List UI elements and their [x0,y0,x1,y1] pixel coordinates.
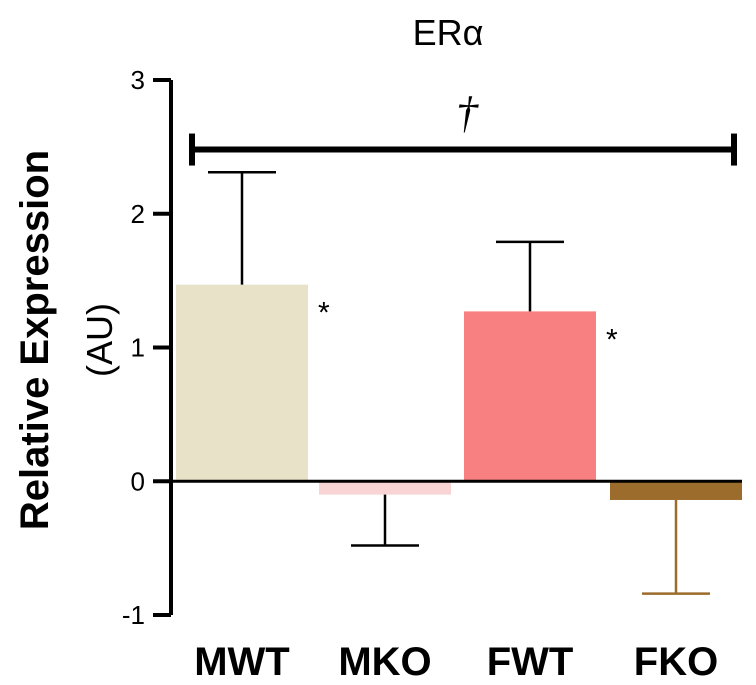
y-axis-label-line1: Relative Expression [13,150,57,530]
bar-mwt [176,284,308,482]
y-axis-label-line2: (AU) [79,303,120,377]
x-tick-label: MWT [194,640,290,684]
y-tick-label: 1 [131,333,145,363]
x-axis-labels: MWT MKO FWT FKO [194,640,718,684]
y-tick-label: 2 [131,199,145,229]
x-tick-label: FKO [634,640,718,684]
y-axis: -1 0 1 2 3 [122,65,173,630]
chart-title: ERα [413,12,484,53]
significance-marker: * [318,297,330,330]
y-tick-label: 0 [131,466,145,496]
bar-fwt [464,311,596,482]
y-axis-label: Relative Expression (AU) [13,150,120,530]
comparison-symbol: † [456,89,479,138]
x-tick-label: FWT [487,640,574,684]
bar-mko [319,481,451,495]
error-bars [208,171,710,595]
significance-marker: * [606,323,618,356]
y-tick-label: 3 [131,65,145,95]
x-tick-label: MKO [338,640,431,684]
annotations: * * † [189,89,737,356]
bar-fko [610,481,742,500]
bars [176,284,742,500]
y-tick-label: -1 [122,600,145,630]
